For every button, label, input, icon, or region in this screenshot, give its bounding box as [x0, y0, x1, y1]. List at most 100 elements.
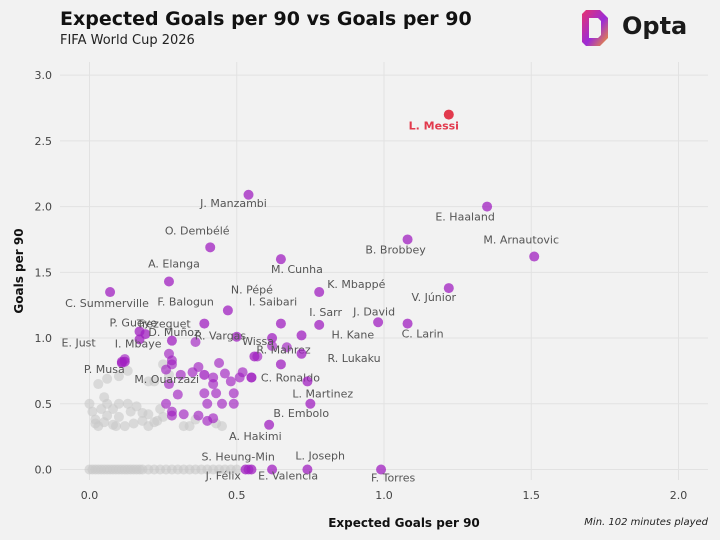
player-label: N. Pépé: [231, 283, 273, 296]
player-label: O. Dembélé: [165, 224, 230, 237]
highlight-label: L. Messi: [409, 120, 459, 133]
player-point-other: [102, 373, 113, 384]
x-tick-label: 1.0: [375, 489, 393, 502]
player-point-other: [110, 421, 121, 432]
player-point: [482, 201, 493, 212]
player-point: [373, 317, 384, 328]
player-point: [302, 464, 313, 475]
player-point: [240, 464, 251, 475]
player-point: [161, 398, 172, 409]
player-point-other: [231, 464, 242, 475]
player-label: A. Hakimi: [229, 430, 282, 443]
player-point: [193, 361, 204, 372]
player-point: [275, 359, 286, 370]
player-point-other: [93, 379, 104, 390]
x-tick-label: 0.5: [228, 489, 246, 502]
player-point-other: [90, 418, 101, 429]
opta-logo-icon: [582, 10, 608, 46]
player-point-other: [184, 421, 195, 432]
player-point: [267, 340, 278, 351]
player-point: [305, 398, 316, 409]
player-point: [161, 364, 172, 375]
player-point-other: [122, 365, 133, 376]
player-label: C. Summerville: [65, 297, 149, 310]
player-point: [296, 330, 307, 341]
player-point: [529, 251, 540, 262]
player-point: [199, 369, 210, 380]
player-label: R. Vargas: [195, 330, 247, 343]
player-point-other: [131, 401, 142, 412]
player-point-other: [99, 392, 110, 403]
player-label: J. David: [352, 305, 395, 318]
y-tick-label: 0.5: [35, 398, 53, 411]
y-tick-label: 0.0: [35, 463, 53, 476]
player-label: S. Heung-Min: [201, 450, 274, 463]
player-point: [249, 351, 260, 362]
opta-logo-text: Opta: [622, 12, 688, 40]
player-point: [163, 379, 174, 390]
player-point: [231, 331, 242, 342]
player-point: [275, 318, 286, 329]
player-label: P. Musa: [84, 363, 125, 376]
y-tick-label: 3.0: [35, 69, 53, 82]
player-label: V. Júnior: [411, 291, 456, 304]
player-point: [217, 398, 227, 409]
player-point: [211, 388, 222, 399]
player-point: [219, 368, 230, 379]
y-tick-label: 1.5: [35, 266, 53, 279]
player-point-other: [217, 421, 227, 432]
player-point: [228, 398, 239, 409]
player-point: [281, 342, 292, 353]
player-point: [275, 254, 286, 265]
player-label: I. Saibari: [249, 296, 297, 309]
player-point: [246, 372, 257, 383]
player-label: K. Mbappé: [327, 278, 385, 291]
player-point: [264, 419, 275, 430]
player-point-other: [84, 398, 95, 409]
y-axis-title: Goals per 90: [12, 228, 26, 313]
y-tick-label: 2.5: [35, 135, 53, 148]
x-tick-label: 2.0: [670, 489, 688, 502]
player-label: A. Elanga: [148, 258, 200, 271]
player-point: [402, 318, 413, 329]
player-point: [105, 287, 116, 298]
player-point: [225, 376, 236, 387]
player-point: [205, 242, 216, 253]
player-point-other: [149, 376, 160, 387]
player-point: [199, 318, 210, 329]
player-point: [376, 464, 387, 475]
player-point: [443, 283, 454, 294]
player-label: J. Félix: [205, 469, 242, 482]
player-point: [199, 388, 210, 399]
player-label: M. Cunha: [271, 263, 323, 276]
player-point: [267, 333, 278, 344]
player-point-other: [128, 418, 139, 429]
player-point: [190, 336, 201, 347]
player-point: [296, 348, 307, 359]
player-point: [134, 334, 145, 345]
x-tick-label: 1.5: [523, 489, 541, 502]
player-label: E. Valencia: [258, 469, 318, 482]
player-point-other: [87, 406, 98, 417]
player-point: [166, 355, 177, 366]
player-point: [166, 410, 177, 421]
player-point: [163, 276, 174, 287]
y-tick-label: 1.0: [35, 332, 53, 345]
player-point-other: [113, 411, 124, 422]
chart-subtitle: FIFA World Cup 2026: [60, 33, 195, 48]
player-point: [208, 379, 219, 390]
player-point: [178, 409, 189, 420]
player-point: [202, 398, 213, 409]
player-point-other: [137, 407, 148, 418]
player-point: [402, 234, 413, 245]
player-label: E. Just: [62, 336, 97, 349]
player-label: M. Ouarzazi: [134, 373, 199, 386]
minutes-note: Min. 102 minutes played: [584, 517, 708, 528]
player-point: [243, 189, 254, 200]
player-point: [208, 413, 219, 424]
player-point-other: [134, 464, 145, 475]
player-point: [237, 367, 248, 378]
player-point: [267, 464, 278, 475]
player-label: B. Brobbey: [365, 243, 426, 256]
highlight-point: [443, 109, 454, 120]
